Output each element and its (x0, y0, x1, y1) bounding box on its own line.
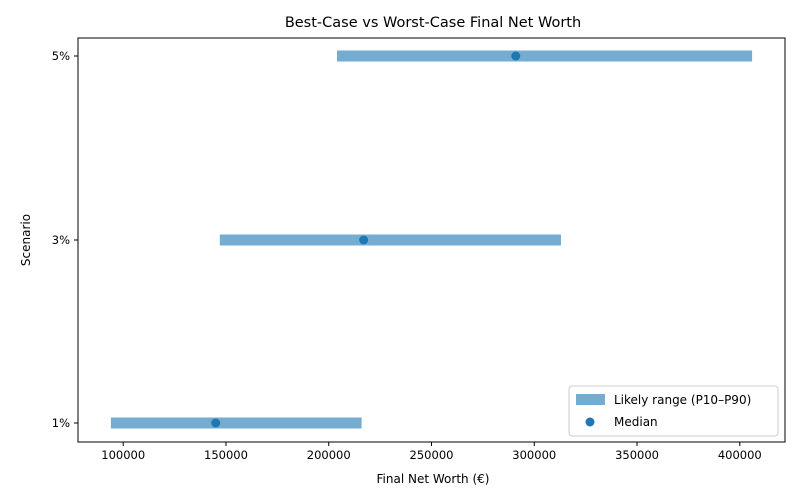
median-points (211, 51, 521, 428)
x-tick-label: 200000 (307, 448, 351, 462)
median-point-5pct (511, 51, 521, 61)
chart-title: Best-Case vs Worst-Case Final Net Worth (285, 15, 581, 31)
legend-range-label: Likely range (P10–P90) (614, 393, 751, 407)
y-axis-label: Scenario (19, 214, 33, 266)
x-tick-label: 100000 (101, 448, 145, 462)
x-tick-label: 250000 (410, 448, 454, 462)
range-bar-1pct (110, 417, 362, 429)
median-point-3pct (359, 235, 369, 245)
x-tick-label: 400000 (718, 448, 762, 462)
legend-range-swatch (576, 394, 605, 405)
x-tick-label: 150000 (204, 448, 248, 462)
y-tick-label: 1% (52, 416, 70, 430)
x-tick-label: 300000 (512, 448, 556, 462)
x-axis-label: Final Net Worth (€) (377, 472, 490, 486)
median-point-1pct (211, 418, 221, 428)
legend-median-swatch (585, 417, 595, 427)
legend-box (568, 385, 779, 437)
range-bar-3pct (219, 234, 561, 246)
range-bars (110, 50, 753, 429)
y-tick-label: 3% (52, 233, 70, 247)
legend: Likely range (P10–P90) Median (568, 385, 779, 437)
x-tick-label: 350000 (615, 448, 659, 462)
x-axis-ticks: 100000 150000 200000 250000 300000 350000 4000… (101, 442, 762, 462)
y-axis-ticks: 1% 3% 5% (52, 49, 78, 430)
range-bar-5pct (336, 50, 753, 62)
y-tick-label: 5% (52, 49, 70, 63)
legend-median-label: Median (614, 415, 658, 429)
